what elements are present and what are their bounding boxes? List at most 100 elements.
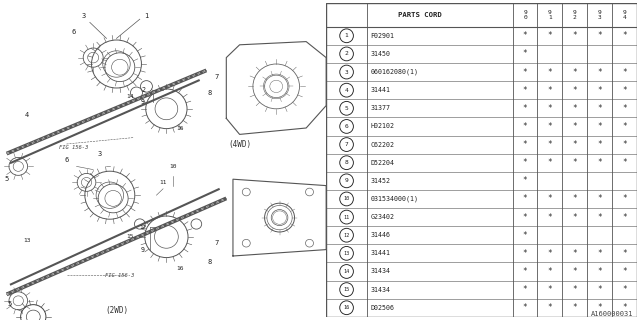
Text: *: * bbox=[572, 285, 577, 294]
Text: 060162080(1): 060162080(1) bbox=[371, 69, 419, 75]
Text: *: * bbox=[548, 68, 552, 76]
Text: *: * bbox=[572, 31, 577, 40]
Text: 6: 6 bbox=[345, 124, 348, 129]
Text: D52204: D52204 bbox=[371, 160, 394, 166]
Text: *: * bbox=[622, 86, 627, 95]
Text: *: * bbox=[523, 68, 527, 76]
Text: *: * bbox=[523, 104, 527, 113]
Text: 3: 3 bbox=[81, 13, 85, 19]
Text: *: * bbox=[548, 195, 552, 204]
Text: *: * bbox=[597, 249, 602, 258]
Text: FIG 156-3: FIG 156-3 bbox=[59, 145, 88, 150]
Text: 31441: 31441 bbox=[371, 250, 390, 256]
Text: *: * bbox=[523, 249, 527, 258]
Text: *: * bbox=[548, 212, 552, 221]
Text: *: * bbox=[548, 104, 552, 113]
Text: *: * bbox=[597, 303, 602, 312]
Text: 7: 7 bbox=[345, 142, 348, 147]
Text: *: * bbox=[622, 285, 627, 294]
Text: *: * bbox=[523, 158, 527, 167]
Text: FIG 156-3: FIG 156-3 bbox=[105, 273, 134, 278]
Text: *: * bbox=[597, 140, 602, 149]
Text: 16: 16 bbox=[176, 125, 184, 131]
Text: *: * bbox=[523, 140, 527, 149]
Text: 13: 13 bbox=[23, 237, 30, 243]
Text: *: * bbox=[548, 285, 552, 294]
Text: 9: 9 bbox=[141, 100, 145, 105]
Text: *: * bbox=[622, 68, 627, 76]
Text: 3: 3 bbox=[345, 69, 348, 75]
Text: 2: 2 bbox=[141, 87, 145, 92]
Text: *: * bbox=[523, 195, 527, 204]
Text: *: * bbox=[523, 86, 527, 95]
Text: *: * bbox=[523, 285, 527, 294]
Text: 3: 3 bbox=[98, 151, 102, 156]
Text: *: * bbox=[622, 31, 627, 40]
Text: 11: 11 bbox=[159, 180, 167, 185]
Text: (4WD): (4WD) bbox=[228, 140, 251, 148]
Text: 9
1: 9 1 bbox=[548, 10, 552, 20]
Text: *: * bbox=[597, 68, 602, 76]
Text: *: * bbox=[548, 249, 552, 258]
Text: 5: 5 bbox=[8, 301, 12, 307]
Text: A160000031: A160000031 bbox=[591, 311, 634, 317]
Text: 4: 4 bbox=[24, 112, 29, 118]
Text: 8: 8 bbox=[207, 260, 212, 265]
Text: 2: 2 bbox=[345, 52, 348, 56]
Text: *: * bbox=[622, 249, 627, 258]
Text: *: * bbox=[548, 31, 552, 40]
Text: 12: 12 bbox=[140, 225, 147, 230]
Text: 6: 6 bbox=[65, 157, 68, 163]
Text: *: * bbox=[572, 249, 577, 258]
Text: 7: 7 bbox=[214, 74, 218, 80]
Text: H02102: H02102 bbox=[371, 124, 394, 129]
Text: D02506: D02506 bbox=[371, 305, 394, 311]
Text: 31450: 31450 bbox=[371, 51, 390, 57]
Text: *: * bbox=[597, 122, 602, 131]
Text: C62202: C62202 bbox=[371, 141, 394, 148]
Text: 10: 10 bbox=[170, 164, 177, 169]
Text: *: * bbox=[572, 68, 577, 76]
Text: 15: 15 bbox=[126, 234, 134, 239]
Text: 16: 16 bbox=[176, 266, 184, 271]
Text: 1: 1 bbox=[345, 33, 348, 38]
Text: 1: 1 bbox=[144, 13, 148, 19]
Text: *: * bbox=[572, 140, 577, 149]
Text: *: * bbox=[597, 212, 602, 221]
Text: *: * bbox=[523, 176, 527, 185]
Text: 31377: 31377 bbox=[371, 105, 390, 111]
Text: *: * bbox=[622, 158, 627, 167]
Text: *: * bbox=[523, 122, 527, 131]
Text: *: * bbox=[572, 104, 577, 113]
Text: *: * bbox=[622, 267, 627, 276]
Text: *: * bbox=[523, 231, 527, 240]
Text: 15: 15 bbox=[344, 287, 349, 292]
Text: *: * bbox=[548, 267, 552, 276]
Text: 31434: 31434 bbox=[371, 287, 390, 292]
Text: 14: 14 bbox=[344, 269, 349, 274]
Text: *: * bbox=[597, 104, 602, 113]
Text: *: * bbox=[523, 49, 527, 59]
Text: *: * bbox=[597, 158, 602, 167]
Text: *: * bbox=[572, 122, 577, 131]
Text: 5: 5 bbox=[4, 176, 9, 182]
Text: *: * bbox=[548, 140, 552, 149]
Text: *: * bbox=[572, 195, 577, 204]
Text: 9
4: 9 4 bbox=[623, 10, 627, 20]
Text: *: * bbox=[622, 122, 627, 131]
Text: *: * bbox=[523, 31, 527, 40]
Text: 10: 10 bbox=[344, 196, 349, 202]
Text: 31434: 31434 bbox=[371, 268, 390, 275]
Text: *: * bbox=[622, 212, 627, 221]
Text: *: * bbox=[572, 158, 577, 167]
Text: *: * bbox=[572, 267, 577, 276]
Text: *: * bbox=[523, 303, 527, 312]
Text: *: * bbox=[572, 212, 577, 221]
Text: 5: 5 bbox=[345, 106, 348, 111]
Text: *: * bbox=[548, 158, 552, 167]
Text: 4: 4 bbox=[345, 88, 348, 93]
Text: *: * bbox=[572, 303, 577, 312]
Text: G23402: G23402 bbox=[371, 214, 394, 220]
Text: 11: 11 bbox=[344, 215, 349, 220]
Text: *: * bbox=[572, 86, 577, 95]
